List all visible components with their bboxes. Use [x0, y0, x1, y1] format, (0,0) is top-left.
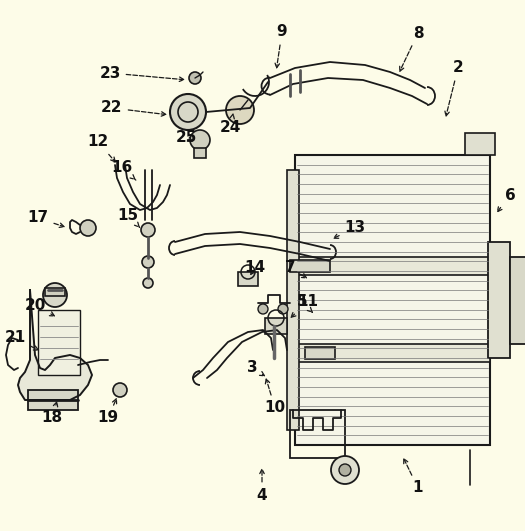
- Text: 22: 22: [101, 100, 166, 116]
- Text: 25: 25: [175, 131, 197, 145]
- Text: 15: 15: [118, 208, 140, 227]
- Text: 16: 16: [111, 160, 136, 180]
- Text: 11: 11: [291, 295, 319, 317]
- Text: 14: 14: [245, 261, 266, 276]
- Bar: [290, 260, 330, 271]
- Circle shape: [226, 96, 254, 124]
- Circle shape: [189, 72, 201, 84]
- Bar: [28, 390, 78, 410]
- Text: 20: 20: [24, 297, 55, 316]
- Text: 8: 8: [400, 25, 423, 71]
- Circle shape: [339, 464, 351, 476]
- Text: 4: 4: [257, 469, 267, 502]
- Bar: [38, 310, 80, 375]
- Text: 7: 7: [285, 261, 307, 278]
- Text: 6: 6: [498, 187, 516, 212]
- Bar: [287, 170, 299, 430]
- Text: 23: 23: [99, 65, 184, 81]
- Bar: [45, 288, 65, 296]
- Text: 5: 5: [297, 295, 312, 312]
- Text: 13: 13: [334, 220, 365, 238]
- Bar: [295, 155, 490, 445]
- Text: 10: 10: [265, 379, 286, 415]
- Text: 19: 19: [98, 399, 119, 425]
- Circle shape: [258, 304, 268, 314]
- Text: 18: 18: [41, 402, 62, 425]
- Text: 17: 17: [27, 210, 64, 227]
- Circle shape: [113, 383, 127, 397]
- Circle shape: [43, 283, 67, 307]
- Bar: [305, 347, 335, 358]
- Bar: [295, 344, 490, 362]
- Bar: [510, 256, 525, 344]
- Text: 9: 9: [275, 24, 287, 68]
- Bar: [238, 272, 258, 286]
- Circle shape: [170, 94, 206, 130]
- Text: 24: 24: [219, 114, 240, 135]
- Circle shape: [80, 220, 96, 236]
- Text: 21: 21: [4, 330, 38, 350]
- Text: 1: 1: [404, 459, 423, 495]
- Circle shape: [278, 304, 288, 314]
- Text: 12: 12: [87, 134, 116, 162]
- Bar: [488, 242, 510, 358]
- Circle shape: [143, 278, 153, 288]
- Polygon shape: [18, 290, 92, 400]
- Bar: [194, 148, 206, 158]
- Bar: [290, 410, 345, 458]
- Bar: [295, 256, 490, 275]
- Circle shape: [142, 256, 154, 268]
- Circle shape: [141, 223, 155, 237]
- Circle shape: [331, 456, 359, 484]
- Text: 3: 3: [247, 361, 265, 376]
- Circle shape: [190, 130, 210, 150]
- Bar: [465, 133, 495, 155]
- Text: 2: 2: [445, 61, 464, 116]
- Bar: [265, 318, 287, 334]
